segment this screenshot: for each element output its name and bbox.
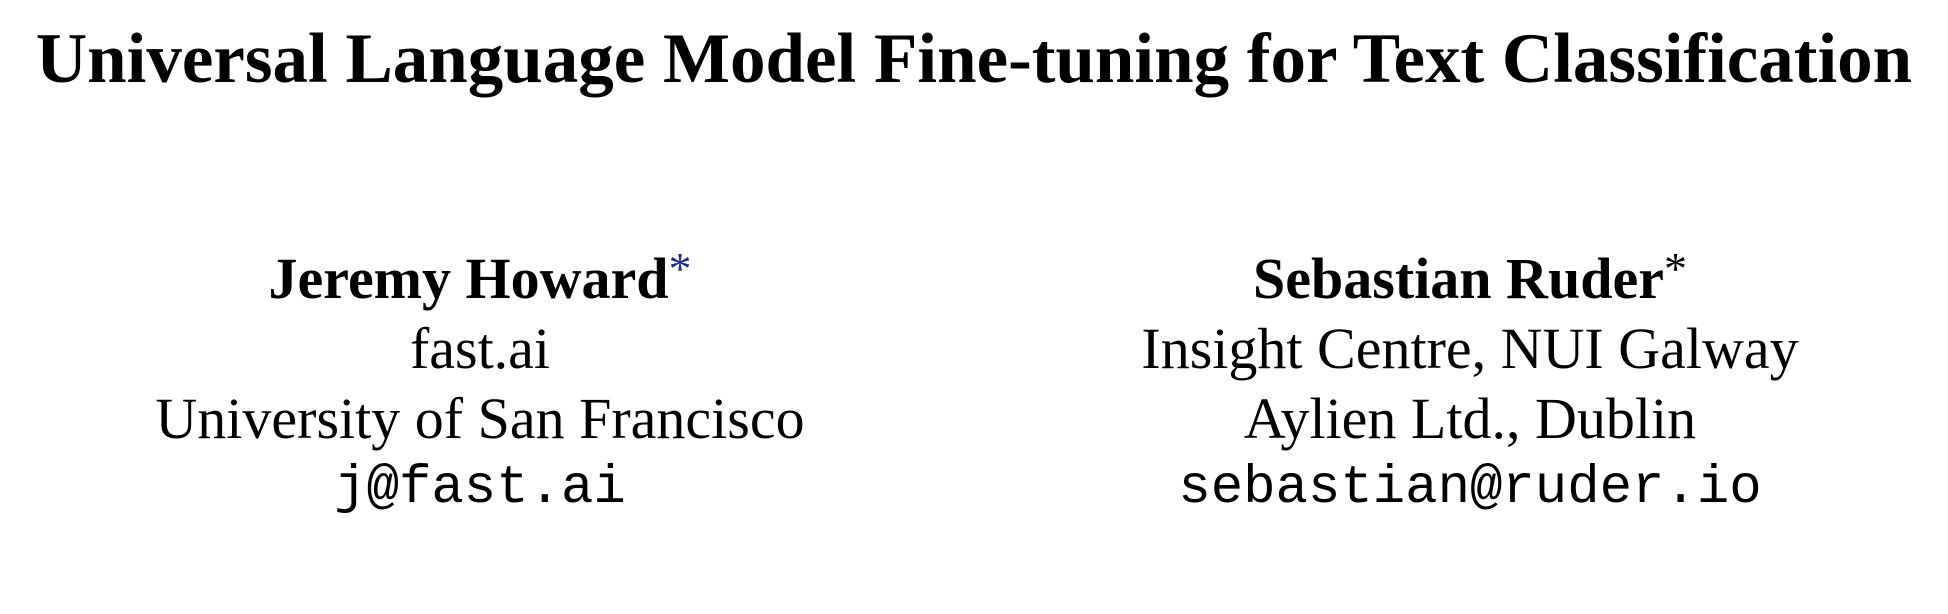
author-block-howard: Jeremy Howard* fast.ai University of San… xyxy=(90,244,870,524)
author-affiliation: fast.ai xyxy=(409,316,551,381)
author-affiliation: Insight Centre, NUI Galway xyxy=(1141,316,1799,381)
footnote-mark: * xyxy=(1663,243,1687,294)
footnote-mark-link[interactable]: * xyxy=(668,243,692,294)
author-name-line: Jeremy Howard* xyxy=(90,244,870,314)
author-name-line: Sebastian Ruder* xyxy=(1080,244,1860,314)
author-name: Sebastian Ruder xyxy=(1253,246,1664,311)
author-name: Jeremy Howard xyxy=(268,246,669,311)
author-affiliation: Aylien Ltd., Dublin xyxy=(1243,386,1697,451)
paper-title: Universal Language Model Fine-tuning for… xyxy=(35,20,1913,98)
author-block-ruder: Sebastian Ruder* Insight Centre, NUI Gal… xyxy=(1080,244,1860,524)
author-email: sebastian@ruder.io xyxy=(1178,458,1762,519)
author-affiliation: University of San Francisco xyxy=(155,386,805,451)
author-email: j@fast.ai xyxy=(334,458,626,519)
